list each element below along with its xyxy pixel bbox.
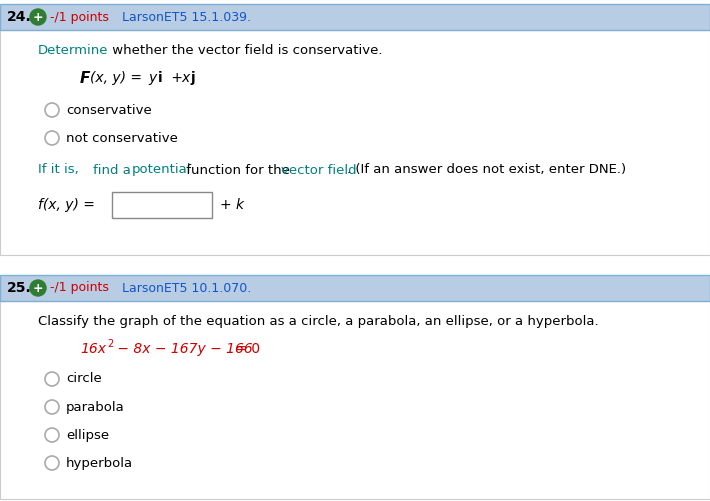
Text: F: F [80, 71, 90, 86]
FancyBboxPatch shape [112, 192, 212, 218]
Text: circle: circle [66, 373, 102, 385]
FancyBboxPatch shape [0, 301, 710, 499]
Text: . (If an answer does not exist, enter DNE.): . (If an answer does not exist, enter DN… [347, 163, 626, 176]
Text: x: x [181, 71, 190, 85]
Text: potential: potential [132, 163, 191, 176]
Text: -/1 points: -/1 points [50, 282, 109, 295]
Text: 2: 2 [107, 339, 114, 349]
Text: +: + [33, 11, 43, 24]
Text: parabola: parabola [66, 400, 125, 413]
Text: i: i [158, 71, 163, 85]
Text: +: + [33, 282, 43, 295]
Text: If it is,: If it is, [38, 163, 83, 176]
Text: vector field: vector field [281, 163, 356, 176]
FancyBboxPatch shape [0, 4, 710, 30]
FancyBboxPatch shape [0, 30, 710, 255]
Text: Determine: Determine [38, 44, 109, 57]
Text: LarsonET5 10.1.070.: LarsonET5 10.1.070. [122, 282, 251, 295]
Text: 24.: 24. [7, 10, 32, 24]
Text: (x, y) =: (x, y) = [90, 71, 142, 85]
Circle shape [30, 9, 46, 25]
Text: LarsonET5 15.1.039.: LarsonET5 15.1.039. [122, 11, 251, 24]
Text: f(x, y) =: f(x, y) = [38, 198, 95, 212]
Circle shape [30, 280, 46, 296]
Text: = 0: = 0 [231, 342, 260, 356]
Text: j: j [191, 71, 196, 85]
Text: +: + [167, 71, 187, 85]
Text: not conservative: not conservative [66, 131, 178, 144]
Text: Classify the graph of the equation as a circle, a parabola, an ellipse, or a hyp: Classify the graph of the equation as a … [38, 315, 599, 328]
FancyBboxPatch shape [0, 275, 710, 301]
Text: 25.: 25. [7, 281, 32, 295]
Text: + k: + k [220, 198, 244, 212]
Text: conservative: conservative [66, 104, 152, 117]
Text: − 8x − 167y − 166: − 8x − 167y − 166 [113, 342, 253, 356]
Text: -/1 points: -/1 points [50, 11, 109, 24]
Text: 16x: 16x [80, 342, 106, 356]
Text: function for the: function for the [182, 163, 294, 176]
Text: find a: find a [93, 163, 136, 176]
Text: whether the vector field is conservative.: whether the vector field is conservative… [108, 44, 383, 57]
Text: hyperbola: hyperbola [66, 456, 133, 469]
Text: ellipse: ellipse [66, 428, 109, 441]
Text: y: y [148, 71, 156, 85]
